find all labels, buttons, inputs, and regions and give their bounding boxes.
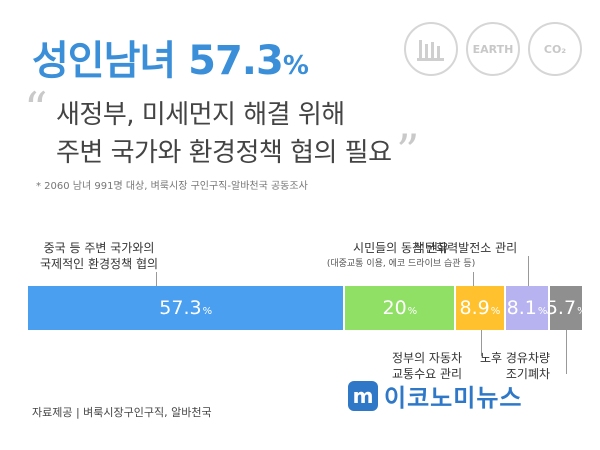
car-icon-label: CO₂ <box>543 42 567 56</box>
category-label-line: 중국 등 주변 국가와의 <box>43 241 155 255</box>
bar-value-unit: % <box>537 305 548 317</box>
brand-name: 이코노미뉴스 <box>384 384 523 412</box>
source-credit: 자료제공 | 벼룩시장구인구직, 알바천국 <box>32 406 212 419</box>
subtitle-line-2: 주변 국가와 환경정책 협의 필요 <box>56 138 392 168</box>
leader-line <box>566 330 568 374</box>
bar-segment-1: 57.3% <box>28 286 344 330</box>
category-label-line: 노후 경유차량 <box>480 351 551 365</box>
bar-value-unit: % <box>577 305 587 317</box>
bar-value-unit: % <box>407 305 418 317</box>
survey-note: * 2060 남녀 991명 대상, 벼룩시장 구인구직-알바천국 공동조사 <box>36 181 308 192</box>
leader-line <box>527 256 529 286</box>
brand-watermark: m 이코노미뉴스 <box>348 378 522 413</box>
category-label-line: 조기폐차 <box>505 367 551 381</box>
factory-icon <box>404 22 458 76</box>
bar-value-label: 8.1 <box>506 297 537 319</box>
subtitle-line-1: 새정부, 미세먼지 해결 위해 <box>56 100 345 130</box>
environment-icons: EARTH CO₂ <box>404 22 584 82</box>
bar-value-label: 57.3 <box>159 297 202 319</box>
leader-line <box>480 330 482 356</box>
earth-icon: EARTH <box>466 22 520 76</box>
car-icon: CO₂ <box>528 22 582 76</box>
category-label-4: 석탄화력발전소 관리 <box>414 240 517 256</box>
headline-main: 성인남녀 57.3 <box>32 38 284 84</box>
leader-line <box>472 272 474 286</box>
quote-open-mark: “ <box>24 82 48 136</box>
bar-value-unit: % <box>202 305 213 317</box>
category-label-2: 시민들의 동참 권유 (대중교통 이용, 에코 드라이브 습관 등) <box>327 240 475 272</box>
category-label-line: 시민들의 동참 권유 <box>353 241 449 255</box>
bar-segment-3: 8.9% <box>456 286 504 330</box>
stacked-bar: 57.3% 20% 8.9% 8.1% 5.7% <box>28 286 587 330</box>
headline-unit: % <box>282 51 309 81</box>
leader-line <box>156 272 157 286</box>
category-label-line: (대중교통 이용, 에코 드라이브 습관 등) <box>326 259 476 269</box>
bar-segment-5: 5.7% <box>546 286 587 330</box>
category-label-line: 정부의 자동차 <box>392 351 463 365</box>
earth-icon-label: EARTH <box>472 42 514 56</box>
bar-value-unit: % <box>490 305 501 317</box>
headline: 성인남녀 57.3% <box>32 28 309 86</box>
category-label-line: 교통수요 관리 <box>392 367 463 381</box>
bar-segment-2: 20% <box>345 286 455 330</box>
bar-segment-4: 8.1% <box>505 286 549 330</box>
bar-value-label: 20 <box>382 297 407 319</box>
quote-close-mark: ” <box>396 124 420 178</box>
category-label-line: 석탄화력발전소 관리 <box>414 241 518 255</box>
bar-value-label: 8.9 <box>459 297 490 319</box>
bar-value-label: 5.7 <box>545 297 577 319</box>
brand-logo-icon: m <box>348 380 378 411</box>
category-label-line: 국제적인 환경정책 협의 <box>40 257 159 271</box>
